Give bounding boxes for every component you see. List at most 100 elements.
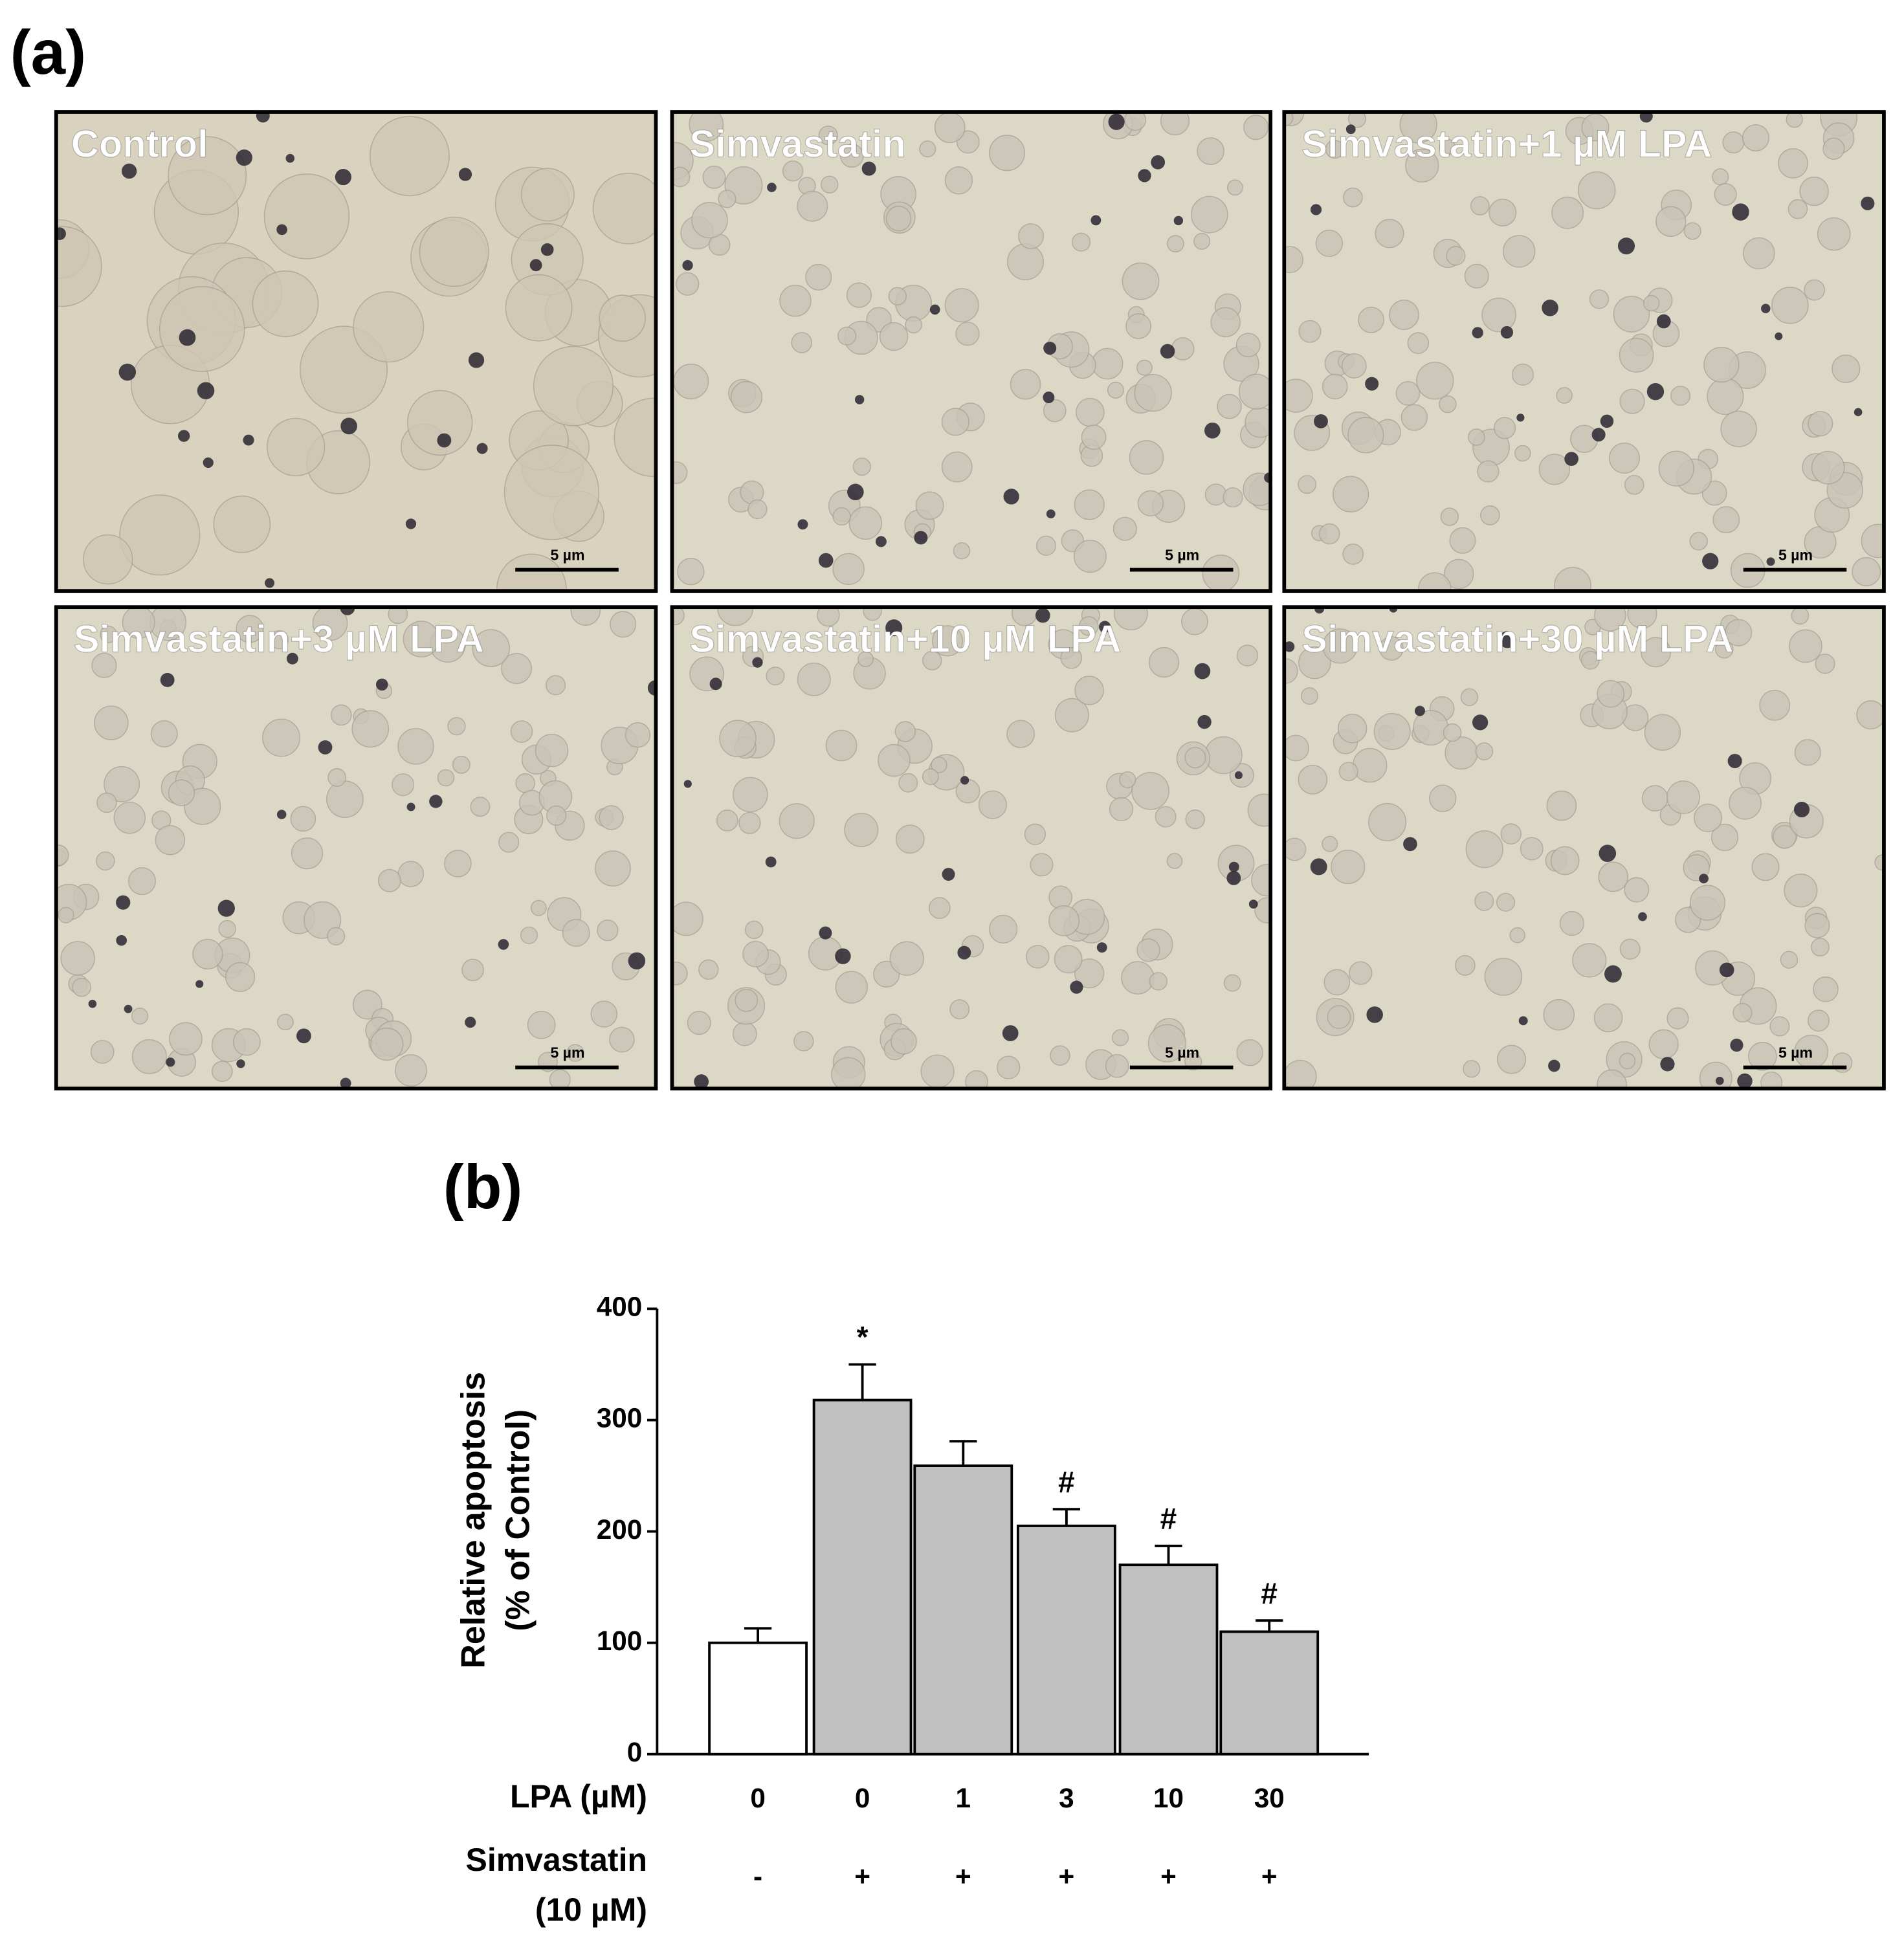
- stained-cell: [1194, 663, 1211, 679]
- cell: [1479, 505, 1500, 525]
- cell: [766, 667, 785, 686]
- stained-cell: [942, 868, 955, 881]
- cell: [131, 1039, 167, 1074]
- cell: [1580, 650, 1600, 670]
- cell: [419, 216, 489, 287]
- cell: [832, 507, 851, 526]
- stained-cell: [1775, 332, 1783, 340]
- cell: [1509, 927, 1525, 943]
- cell: [566, 1044, 584, 1062]
- micrograph-frame: [670, 605, 1273, 1091]
- cell: [1593, 1003, 1623, 1033]
- stained-cell: [540, 243, 554, 256]
- cell: [1202, 555, 1240, 591]
- stained-cell: [1090, 215, 1101, 226]
- cell: [1732, 1002, 1753, 1023]
- cell: [791, 332, 813, 353]
- cell: [1551, 196, 1584, 229]
- cell: [1347, 112, 1367, 128]
- cell: [1373, 712, 1411, 750]
- cell: [1644, 714, 1681, 751]
- cell: [403, 621, 440, 657]
- row-label: Simvastatin: [465, 1842, 647, 1878]
- cell: [1190, 195, 1228, 234]
- cell: [858, 651, 874, 668]
- stained-cell: [429, 795, 443, 808]
- cell: [1445, 736, 1478, 770]
- cell: [1468, 428, 1485, 446]
- stained-cell: [335, 168, 351, 186]
- cell: [1666, 780, 1700, 814]
- cell: [1007, 243, 1044, 281]
- cell: [1342, 544, 1364, 565]
- stained-cell: [1046, 509, 1056, 519]
- cell: [562, 918, 590, 947]
- cell: [1284, 837, 1307, 861]
- stained-cell: [498, 939, 509, 950]
- cell: [1641, 785, 1668, 811]
- cell: [1832, 354, 1861, 383]
- cell: [625, 722, 651, 748]
- micrograph-frame: [1282, 605, 1886, 1091]
- image-label: Simvastatin+3 µM LPA: [74, 617, 484, 661]
- cell: [590, 1000, 618, 1028]
- bar: [1219, 1630, 1320, 1756]
- cell: [1079, 616, 1099, 636]
- stained-cell: [1138, 169, 1151, 182]
- cell: [388, 607, 408, 624]
- cell: [397, 861, 425, 887]
- cell: [104, 766, 140, 802]
- cell: [1822, 137, 1845, 160]
- cell: [1852, 557, 1881, 586]
- cell: [1024, 823, 1046, 845]
- stained-cell: [885, 619, 903, 637]
- cell: [988, 135, 1026, 171]
- cell: [718, 190, 736, 208]
- cell: [1808, 1010, 1830, 1032]
- cell: [510, 720, 533, 743]
- cell: [1074, 958, 1105, 989]
- cell: [1341, 353, 1367, 379]
- image-label: Control: [71, 122, 208, 166]
- y-tick-label: 100: [597, 1626, 643, 1656]
- cell: [835, 971, 868, 1004]
- cell: [1105, 1054, 1129, 1078]
- cell: [1166, 235, 1184, 253]
- cell: [898, 773, 918, 793]
- stained-cell: [437, 433, 452, 448]
- cell: [1497, 1044, 1527, 1074]
- cell: [1703, 346, 1740, 383]
- image-label: Simvastatin+10 µM LPA: [689, 617, 1121, 661]
- cell: [672, 901, 703, 936]
- cell: [94, 705, 129, 740]
- micrograph-content: [1284, 112, 1884, 591]
- cell: [1712, 506, 1740, 534]
- cell: [832, 553, 865, 586]
- cell: [395, 1054, 427, 1087]
- cell: [1689, 885, 1726, 921]
- stained-cell: [340, 1077, 351, 1089]
- cell: [895, 824, 925, 854]
- cell: [920, 1054, 955, 1088]
- cell: [1112, 1029, 1129, 1046]
- stained-cell: [767, 182, 777, 192]
- x-tick-label: 30: [1254, 1783, 1285, 1813]
- cell: [266, 417, 326, 477]
- cell: [1808, 411, 1833, 437]
- cell: [1331, 849, 1366, 885]
- stained-cell: [1099, 621, 1111, 633]
- cell: [1235, 333, 1261, 358]
- cell: [1298, 646, 1331, 679]
- stained-cell: [847, 483, 864, 501]
- cell: [846, 282, 872, 308]
- cell: [1658, 450, 1694, 487]
- cell: [1236, 1039, 1263, 1066]
- cell: [1693, 803, 1723, 833]
- cell: [1627, 607, 1657, 629]
- cell: [1298, 475, 1317, 494]
- micrograph-content: [672, 112, 1271, 591]
- cell: [1742, 124, 1769, 152]
- cell: [1440, 507, 1459, 526]
- stained-cell: [1403, 837, 1417, 852]
- cell: [1113, 607, 1148, 631]
